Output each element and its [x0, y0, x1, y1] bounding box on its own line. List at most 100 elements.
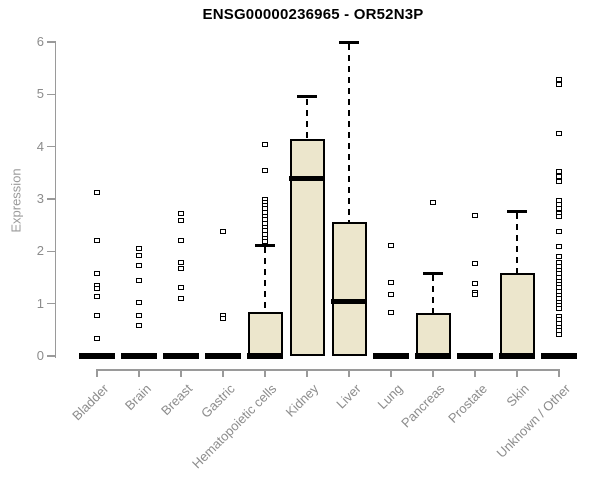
median-bar: [79, 353, 115, 359]
box-liver: [331, 221, 367, 356]
x-tick: [474, 369, 476, 377]
y-tick-label: 3: [36, 191, 44, 206]
y-tick-label: 6: [36, 34, 44, 50]
median-bar: [205, 353, 241, 359]
median-bar: [247, 353, 283, 359]
outlier-point: [472, 260, 478, 266]
outlier-point: [94, 293, 100, 299]
box-kidney: [289, 138, 325, 356]
whisker-cap: [297, 95, 317, 99]
outlier-point: [262, 239, 268, 245]
whisker-line: [264, 247, 266, 312]
y-tick: [46, 250, 55, 253]
y-tick: [46, 355, 55, 357]
median-bar: [163, 353, 199, 359]
outlier-point: [388, 279, 394, 285]
whisker-line: [432, 275, 434, 314]
outlier-point: [556, 254, 562, 260]
outlier-point: [136, 262, 142, 268]
outlier-point: [472, 291, 478, 297]
outlier-point: [556, 331, 562, 337]
outlier-point: [178, 211, 184, 217]
outlier-point: [388, 309, 394, 315]
whisker-line: [306, 98, 308, 139]
outlier-point: [178, 265, 184, 271]
outlier-point: [94, 190, 100, 196]
x-tick: [558, 369, 560, 377]
x-tick: [222, 369, 224, 377]
x-category-label: Unknown / Other: [494, 381, 574, 461]
outlier-point: [556, 306, 562, 312]
x-tick: [138, 369, 140, 377]
whisker-cap: [255, 243, 275, 247]
x-tick: [180, 369, 182, 377]
outlier-point: [430, 200, 436, 206]
x-tick: [306, 369, 308, 377]
outlier-point: [136, 322, 142, 328]
outlier-point: [556, 131, 562, 137]
y-tick: [46, 93, 55, 96]
x-category-label: Kidney: [282, 381, 322, 420]
outlier-point: [472, 212, 478, 218]
median-bar: [331, 298, 367, 304]
outlier-point: [94, 285, 100, 291]
outlier-point: [94, 238, 100, 244]
y-tick: [46, 302, 55, 305]
x-tick: [348, 369, 350, 377]
median-bar: [541, 353, 577, 359]
outlier-point: [136, 299, 142, 305]
outlier-point: [556, 205, 562, 211]
x-category-label: Lung: [374, 381, 406, 413]
y-axis-line: [54, 41, 56, 358]
x-category-label: Gastric: [197, 381, 238, 421]
outlier-point: [94, 270, 100, 276]
outlier-point: [262, 167, 268, 173]
box-hematopoietic-cells: [247, 311, 283, 356]
median-bar: [373, 353, 409, 359]
box-pancreas: [415, 313, 451, 356]
median-bar: [289, 175, 325, 181]
x-tick: [516, 369, 518, 377]
median-bar: [499, 353, 535, 359]
median-bar: [121, 353, 157, 359]
x-axis-line: [96, 369, 560, 371]
box-skin: [499, 273, 535, 356]
outlier-point: [220, 228, 226, 234]
x-category-label: Skin: [503, 381, 532, 410]
outlier-point: [178, 285, 184, 291]
outlier-point: [556, 244, 562, 250]
y-tick: [46, 145, 55, 148]
x-tick: [390, 369, 392, 377]
chart-title: ENSG00000236965 - OR52N3P: [202, 6, 424, 23]
outlier-point: [556, 82, 562, 88]
y-tick: [46, 41, 55, 43]
outlier-point: [178, 259, 184, 265]
outlier-point: [94, 312, 100, 318]
outlier-point: [556, 174, 562, 179]
x-category-label: Brain: [121, 381, 154, 414]
x-tick: [264, 369, 266, 377]
y-tick-label: 0: [36, 348, 44, 363]
outlier-point: [94, 335, 100, 341]
outlier-point: [388, 292, 394, 298]
y-tick-label: 4: [36, 138, 44, 154]
whisker-line: [348, 44, 350, 222]
x-category-label: Prostate: [444, 381, 490, 426]
whisker-cap: [339, 40, 359, 44]
y-tick-label: 1: [36, 295, 44, 311]
outlier-point: [136, 253, 142, 259]
outlier-point: [136, 277, 142, 283]
x-category-label: Breast: [158, 381, 196, 419]
outlier-point: [136, 245, 142, 251]
x-category-label: Pancreas: [398, 381, 448, 431]
outlier-point: [556, 179, 562, 185]
outlier-point: [136, 312, 142, 318]
x-tick: [432, 369, 434, 377]
y-tick-label: 5: [36, 86, 44, 102]
outlier-point: [472, 280, 478, 286]
outlier-point: [388, 242, 394, 248]
y-tick: [46, 198, 55, 200]
outlier-point: [178, 237, 184, 243]
x-tick: [96, 369, 98, 377]
